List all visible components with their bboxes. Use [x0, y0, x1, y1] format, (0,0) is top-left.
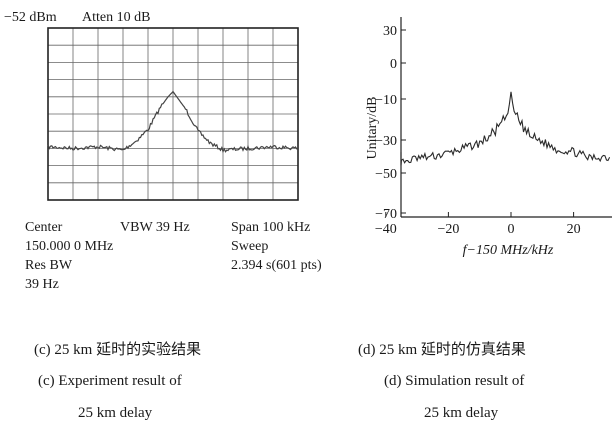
caption-d-zh: (d) 25 km 延时的仿真结果 — [358, 338, 526, 359]
panel-c: −52 dBm Atten 10 dB Center 150.000 0 MHz… — [4, 10, 322, 292]
y-tick-label: −50 — [375, 167, 397, 182]
y-tick-label: −10 — [375, 93, 397, 108]
y-tick-label: −30 — [375, 134, 397, 149]
caption-c-en-line1: (c) Experiment result of — [38, 373, 182, 390]
res-bw-value: 39 Hz — [25, 277, 59, 292]
sweep-label: Sweep — [231, 239, 268, 254]
span-label: Span 100 kHz — [231, 220, 310, 235]
x-tick-label: −20 — [437, 222, 459, 237]
panel-d: Unitary/dB 300−10−30−50−70−40−2002040 f−… — [365, 17, 612, 258]
x-tick-label: −40 — [375, 222, 397, 237]
x-axis-label: f−150 MHz/kHz — [463, 243, 554, 258]
ref-level-label: −52 dBm — [4, 10, 57, 25]
analyzer-grid — [48, 28, 298, 200]
x-tick-label: 20 — [567, 222, 581, 237]
center-label: Center — [25, 220, 63, 235]
simulation-line — [401, 92, 610, 166]
caption-c-en-line2: 25 km delay — [78, 405, 152, 422]
caption-c-zh: (c) 25 km 延时的实验结果 — [34, 338, 201, 359]
res-bw-label: Res BW — [25, 258, 73, 273]
center-value: 150.000 0 MHz — [25, 239, 113, 254]
y-tick-label: 30 — [383, 24, 397, 39]
sweep-value: 2.394 s(601 pts) — [231, 258, 322, 273]
x-tick-label: 0 — [508, 222, 515, 237]
y-tick-label: 0 — [390, 57, 397, 72]
caption-d-en-line1: (d) Simulation result of — [384, 373, 524, 390]
vbw-label: VBW 39 Hz — [120, 220, 190, 235]
atten-label: Atten 10 dB — [82, 10, 150, 25]
caption-d-en-line2: 25 km delay — [424, 405, 498, 422]
